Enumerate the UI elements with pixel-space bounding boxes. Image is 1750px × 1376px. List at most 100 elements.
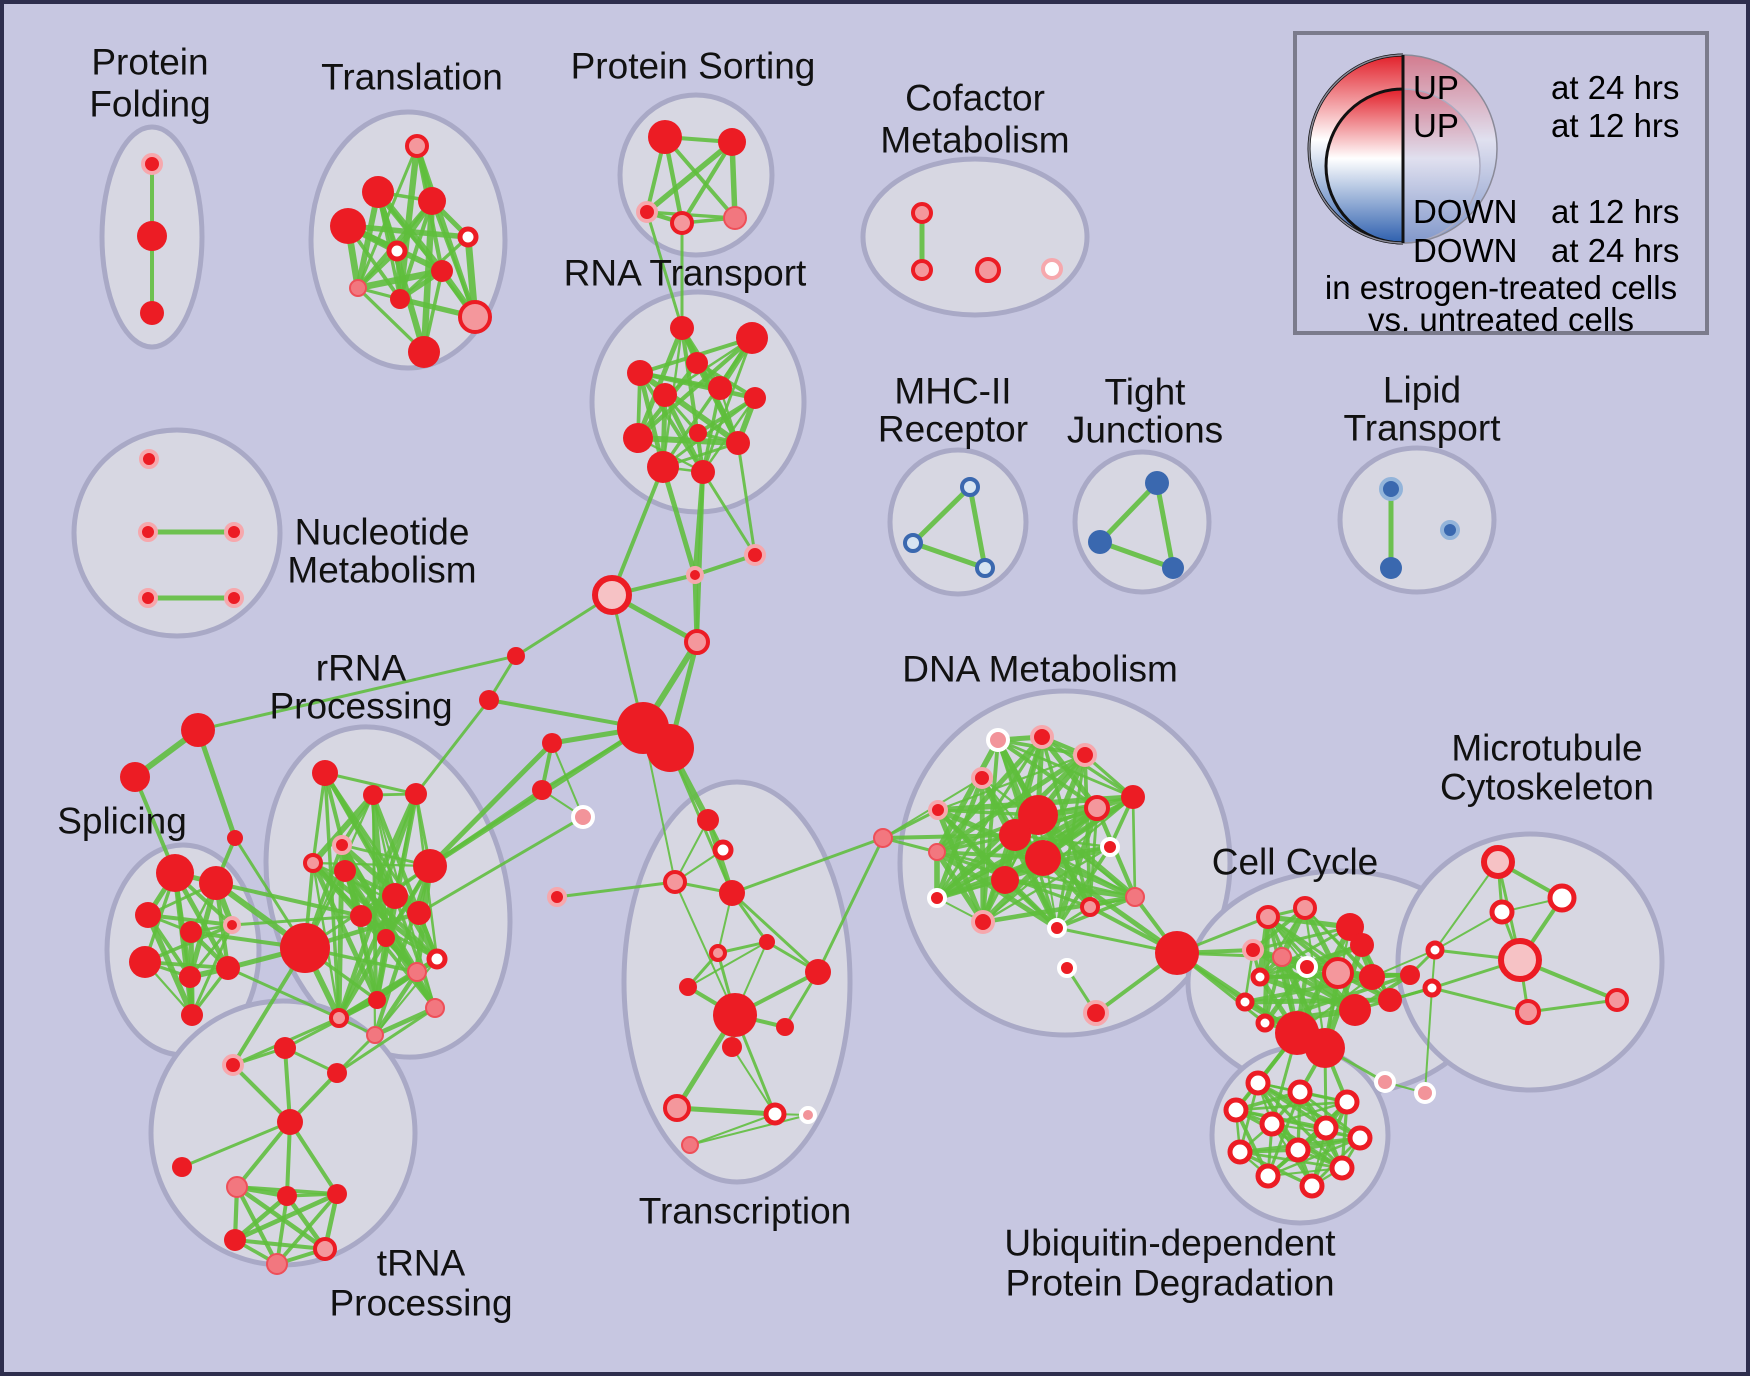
network-node-ub <box>1334 1089 1360 1115</box>
network-node-lt <box>1440 520 1460 540</box>
network-edge <box>637 370 741 446</box>
network-node-tr <box>390 289 410 309</box>
network-node-tr <box>408 336 440 368</box>
network-edge <box>145 912 235 928</box>
legend-footer-2: vs. untreated cells <box>1368 301 1634 338</box>
network-node-spl <box>156 854 194 892</box>
network-node-tri <box>227 830 243 846</box>
cluster-label-trna: Processing <box>329 1283 512 1324</box>
network-node-mt <box>1425 940 1445 960</box>
network-node-ub <box>1347 1125 1373 1151</box>
cluster-label-cc: Cell Cycle <box>1212 842 1379 883</box>
network-node-tr <box>457 226 479 248</box>
network-edge <box>195 727 238 841</box>
network-edge <box>1251 925 1352 952</box>
network-node-cc <box>1336 913 1364 941</box>
network-edge <box>1526 998 1619 1014</box>
network-edge <box>637 370 758 401</box>
network-edge <box>1040 855 1180 956</box>
network-node-tr <box>405 134 429 158</box>
network-node-tj <box>1145 471 1169 495</box>
cluster-label-nm: Nucleotide <box>295 512 470 553</box>
network-edge <box>731 1046 776 1115</box>
network-edge <box>374 935 389 1003</box>
network-edge <box>232 1191 340 1243</box>
legend-box <box>1293 31 1709 335</box>
legend-down24-dir: DOWN <box>1413 232 1517 269</box>
network-edge <box>354 267 446 292</box>
network-node-tx <box>709 944 727 962</box>
network-edge <box>343 869 379 1002</box>
network-node-tx <box>697 809 719 831</box>
network-node-dm <box>1080 897 1100 917</box>
network-node-nm <box>224 522 244 542</box>
cluster-label-ps: Protein Sorting <box>571 46 816 87</box>
network-edge <box>1430 986 1530 1014</box>
network-edge <box>695 470 705 644</box>
network-node-cc <box>1256 905 1280 929</box>
network-node-cc <box>1339 994 1371 1026</box>
network-node-cc <box>1378 988 1402 1012</box>
network-edge <box>335 1006 437 1075</box>
network-node-hub <box>646 724 694 772</box>
network-edge <box>397 198 435 302</box>
network-edge <box>701 336 754 474</box>
network-edge <box>555 880 677 899</box>
network-node-ub <box>1329 1155 1355 1181</box>
network-node-cm <box>911 259 933 281</box>
cluster-label-cm: Metabolism <box>880 120 1069 161</box>
network-edge <box>1434 861 1499 951</box>
network-node-spl <box>223 916 241 934</box>
cluster-label-rr: Processing <box>269 686 452 727</box>
network-edge <box>345 223 471 240</box>
network-node-trna <box>277 1109 303 1135</box>
legend-up12-dir: UP <box>1413 107 1459 144</box>
network-edge <box>359 914 437 1010</box>
network-node-rr <box>407 901 431 925</box>
network-node-tj <box>1162 557 1184 579</box>
network-node-dm <box>928 800 948 820</box>
network-node-rt <box>736 322 768 354</box>
network-node-rr <box>366 1026 384 1044</box>
network-node-cc <box>1359 964 1385 990</box>
network-edge <box>414 698 491 796</box>
network-edge <box>1234 1100 1349 1112</box>
network-edge <box>730 836 885 895</box>
network-node-trna <box>224 1229 246 1251</box>
network-edge <box>816 836 885 974</box>
legend-inner-arc <box>1324 87 1404 245</box>
network-edge <box>359 914 439 961</box>
network-node-rr <box>405 783 427 805</box>
network-node-dm <box>927 888 947 908</box>
network-edge <box>372 863 433 1038</box>
cluster-ellipse-mhc <box>887 447 1029 597</box>
network-node-ps <box>723 206 747 230</box>
network-node-mhc <box>960 477 980 497</box>
network-node-ps <box>636 201 658 223</box>
network-node-cc <box>1350 933 1374 957</box>
network-edge <box>230 914 363 927</box>
network-edge <box>674 1105 778 1117</box>
network-edge <box>730 891 820 974</box>
network-node-hub <box>686 566 704 584</box>
network-node-rr <box>377 929 395 947</box>
network-edge <box>427 740 555 869</box>
network-node-rr <box>312 760 338 786</box>
network-node-tx <box>663 870 687 894</box>
network-node-hub <box>684 629 710 655</box>
network-node-dm <box>1030 725 1054 749</box>
network-node-mt <box>1422 978 1442 998</box>
network-node-rr <box>280 923 330 973</box>
legend-down12-time: at 12 hrs <box>1551 193 1679 230</box>
network-edge <box>1131 795 1137 899</box>
network-node-ub <box>1227 1139 1253 1165</box>
network-edge <box>661 396 757 469</box>
network-node-tr <box>418 187 446 215</box>
network-node-ub <box>1245 1070 1271 1096</box>
network-node-tx <box>719 880 745 906</box>
network-node-mt <box>1498 938 1542 982</box>
cluster-label-rr: rRNA <box>316 648 407 689</box>
network-node-spl <box>199 866 233 900</box>
network-node-dm <box>971 910 995 934</box>
